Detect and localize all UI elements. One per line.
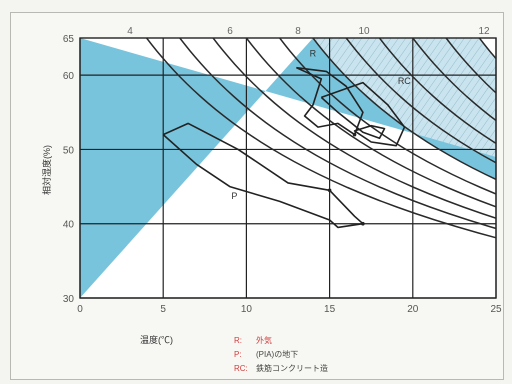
top-tick-label: 4 xyxy=(127,26,133,37)
iso-curve xyxy=(445,38,496,94)
legend-symbol: R: xyxy=(234,336,242,345)
x-tick-label: 10 xyxy=(241,304,253,315)
series-label-rc: RC xyxy=(398,76,411,86)
top-tick-label: 10 xyxy=(358,26,370,37)
x-tick-label: 5 xyxy=(160,304,166,315)
legend-symbol: RC: xyxy=(234,364,248,373)
x-tick-label: 0 xyxy=(77,304,83,315)
y-tick-label: 30 xyxy=(63,294,75,305)
legend-label: 鉄筋コンクリート造 xyxy=(256,363,328,373)
iso-curve xyxy=(312,38,496,181)
x-tick-label: 25 xyxy=(490,304,502,315)
y-axis-label: 相対湿度(%) xyxy=(41,145,52,195)
iso-curve xyxy=(378,38,496,145)
iso-curve xyxy=(212,38,496,219)
top-tick-label: 6 xyxy=(227,26,233,37)
y-tick-label: 50 xyxy=(63,145,75,156)
iso-curve xyxy=(245,38,496,208)
legend-label: 外気 xyxy=(256,335,272,345)
plot-border xyxy=(79,37,497,299)
x-axis-label: 温度(℃) xyxy=(140,334,173,345)
iso-curve xyxy=(146,38,496,239)
iso-curve xyxy=(179,38,496,230)
series-rc-line xyxy=(320,81,406,147)
y-tick-label: 40 xyxy=(63,220,75,231)
series-r-line xyxy=(295,66,364,136)
iso-curve xyxy=(279,38,496,195)
data-marker xyxy=(361,221,365,226)
y-tick-label: 65 xyxy=(63,34,75,45)
top-tick-label: 8 xyxy=(295,26,301,37)
legend-symbol: P: xyxy=(234,350,242,359)
top-tick-label: 12 xyxy=(478,26,490,37)
data-marker xyxy=(352,132,357,137)
iso-curve xyxy=(412,38,496,122)
x-tick-label: 20 xyxy=(407,304,419,315)
y-tick-label: 60 xyxy=(63,71,75,82)
legend-label: (PIA)の地下 xyxy=(256,349,298,359)
data-marker xyxy=(327,188,332,193)
x-tick-label: 15 xyxy=(324,304,336,315)
series-label-p: P xyxy=(231,191,237,201)
series-label-r: R xyxy=(310,49,317,59)
shaded-region-blue xyxy=(80,38,496,298)
iso-curve xyxy=(345,38,496,164)
